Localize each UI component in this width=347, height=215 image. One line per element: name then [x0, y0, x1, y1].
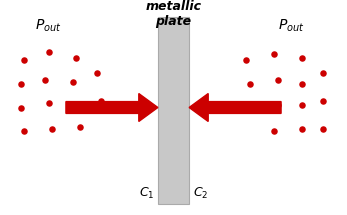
Text: $\it{C}_2$: $\it{C}_2$ [193, 186, 208, 201]
Point [94, 71, 100, 75]
Point [271, 129, 277, 133]
Point [299, 82, 305, 86]
Point [74, 104, 79, 107]
FancyArrow shape [66, 94, 158, 121]
Text: $P_{out}$: $P_{out}$ [278, 18, 304, 34]
Point [18, 106, 24, 109]
Point [49, 127, 55, 131]
Point [320, 71, 325, 75]
Bar [158, 17, 189, 204]
Point [98, 99, 103, 103]
Point [46, 50, 51, 53]
Point [299, 127, 305, 131]
Point [271, 52, 277, 55]
Point [299, 56, 305, 60]
Point [247, 106, 253, 109]
Text: metallic
plate: metallic plate [145, 0, 202, 28]
Point [74, 56, 79, 60]
Text: $\it{C}_1$: $\it{C}_1$ [139, 186, 154, 201]
Point [275, 78, 280, 81]
Point [46, 101, 51, 105]
Point [22, 58, 27, 62]
Point [18, 82, 24, 86]
Text: $P_{out}$: $P_{out}$ [35, 18, 61, 34]
Point [70, 80, 76, 83]
Point [247, 82, 253, 86]
Point [320, 99, 325, 103]
Point [299, 104, 305, 107]
Point [42, 78, 48, 81]
Point [320, 127, 325, 131]
FancyArrow shape [189, 94, 281, 121]
Point [244, 58, 249, 62]
Point [77, 125, 83, 129]
Point [275, 104, 280, 107]
Point [22, 129, 27, 133]
